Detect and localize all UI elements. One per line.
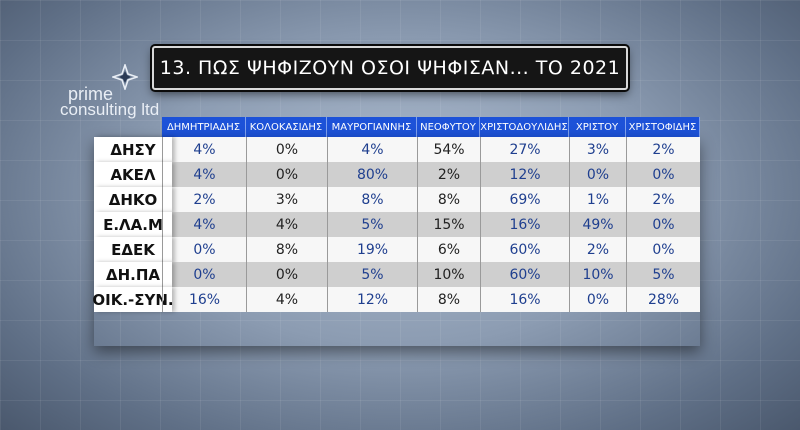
table-cell: 6%: [417, 237, 480, 262]
table-cell: 0%: [626, 237, 700, 262]
table-row: ΔΗΣΥ 4% 0% 4% 54% 27% 3% 2%: [94, 137, 700, 162]
table-cell: 2%: [162, 187, 246, 212]
table-row: ΔΗΚΟ 2% 3% 8% 8% 69% 1% 2%: [94, 187, 700, 212]
table-cell: 8%: [327, 187, 417, 212]
table-cell: 4%: [246, 212, 327, 237]
table-cell: 0%: [569, 287, 626, 312]
table-cell: 60%: [480, 237, 569, 262]
table-cell: 4%: [162, 212, 246, 237]
row-label: ΔΗΣΥ: [94, 137, 172, 162]
row-label: ΔΗ.ΠΑ: [94, 262, 172, 287]
table-cell: 0%: [626, 212, 700, 237]
logo-word-consulting: consulting ltd: [60, 100, 160, 119]
page-title: 13. ΠΩΣ ΨΗΦΙΖΟΥΝ ΟΣΟΙ ΨΗΦΙΣΑΝ... ΤΟ 2021: [152, 46, 628, 90]
table-cell: 3%: [569, 137, 626, 162]
table-cell: 28%: [626, 287, 700, 312]
table-cell: 5%: [327, 262, 417, 287]
table-cell: 49%: [569, 212, 626, 237]
table-cell: 0%: [626, 162, 700, 187]
star-icon: [112, 64, 138, 90]
table-cell: 16%: [162, 287, 246, 312]
table-cell: 12%: [327, 287, 417, 312]
table-cell: 80%: [327, 162, 417, 187]
table-cell: 8%: [246, 237, 327, 262]
table-cell: 10%: [569, 262, 626, 287]
table-cell: 2%: [626, 187, 700, 212]
row-label: ΑΚΕΛ: [94, 162, 172, 187]
table-cell: 27%: [480, 137, 569, 162]
column-header: ΧΡΙΣΤΟΔΟΥΛΙΔΗΣ: [480, 117, 569, 137]
table-cell: 0%: [162, 262, 246, 287]
table-cell: 54%: [417, 137, 480, 162]
table-cell: 3%: [246, 187, 327, 212]
table-cell: 5%: [327, 212, 417, 237]
table-cell: 10%: [417, 262, 480, 287]
table-cell: 16%: [480, 287, 569, 312]
table-cell: 1%: [569, 187, 626, 212]
table-cell: 2%: [626, 137, 700, 162]
results-table: ΔΗΣΥ 4% 0% 4% 54% 27% 3% 2% ΑΚΕΛ 4% 0% 80% 2% 12% 0% 0%…: [92, 137, 700, 312]
table-cell: 0%: [569, 162, 626, 187]
table-cell: 16%: [480, 212, 569, 237]
table-cell: 4%: [327, 137, 417, 162]
row-label: ΟΙΚ.-ΣΥΝ.: [92, 287, 174, 312]
table-row: Ε.ΛΑ.Μ 4% 4% 5% 15% 16% 49% 0%: [94, 212, 700, 237]
row-label: ΔΗΚΟ: [94, 187, 172, 212]
table-cell: 5%: [626, 262, 700, 287]
table-cell: 4%: [162, 137, 246, 162]
table-cell: 8%: [417, 187, 480, 212]
table-cell: 0%: [162, 237, 246, 262]
column-header: ΝΕΟΦΥΤΟΥ: [417, 117, 480, 137]
table-row: ΔΗ.ΠΑ 0% 0% 5% 10% 60% 10% 5%: [94, 262, 700, 287]
table-cell: 8%: [417, 287, 480, 312]
column-header: ΧΡΙΣΤΟΦΙΔΗΣ: [626, 117, 700, 137]
table-cell: 0%: [246, 262, 327, 287]
table-cell: 69%: [480, 187, 569, 212]
logo-word-prime: prime: [68, 84, 114, 104]
table-cell: 0%: [246, 162, 327, 187]
table-cell: 19%: [327, 237, 417, 262]
column-header: ΔΗΜΗΤΡΙΑΔΗΣ: [162, 117, 246, 137]
table-cell: 2%: [569, 237, 626, 262]
table-cell: 2%: [417, 162, 480, 187]
column-header: ΧΡΙΣΤΟΥ: [569, 117, 626, 137]
table-cell: 15%: [417, 212, 480, 237]
row-label: ΕΔΕΚ: [94, 237, 172, 262]
table-cell: 4%: [162, 162, 246, 187]
table-cell: 0%: [246, 137, 327, 162]
column-header: ΜΑΥΡΟΓΙΑΝΝΗΣ: [327, 117, 417, 137]
row-label: Ε.ΛΑ.Μ: [94, 212, 172, 237]
table-row: ΟΙΚ.-ΣΥΝ. 16% 4% 12% 8% 16% 0% 28%: [92, 287, 700, 312]
table-cell: 12%: [480, 162, 569, 187]
column-header: ΚΟΛΟΚΑΣΙΔΗΣ: [246, 117, 327, 137]
table-cell: 60%: [480, 262, 569, 287]
table-row: ΕΔΕΚ 0% 8% 19% 6% 60% 2% 0%: [94, 237, 700, 262]
table-cell: 4%: [246, 287, 327, 312]
table-row: ΑΚΕΛ 4% 0% 80% 2% 12% 0% 0%: [94, 162, 700, 187]
